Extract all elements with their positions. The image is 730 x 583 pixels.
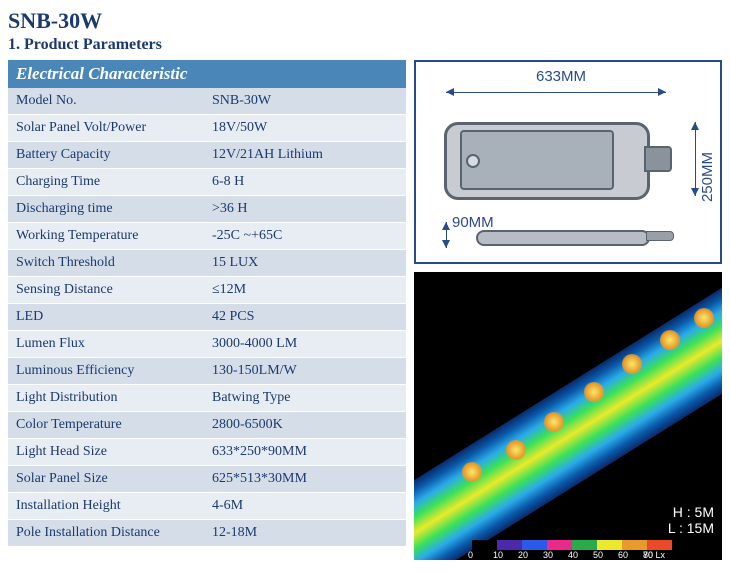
spec-value: 625*513*30MM	[204, 466, 406, 493]
light-spot	[622, 354, 642, 374]
spec-label: Color Temperature	[8, 412, 204, 439]
section-heading: 1. Product Parameters	[8, 36, 722, 54]
dimension-diagram: 633MM 250MM 90MM	[414, 60, 722, 264]
spec-label: LED	[8, 304, 204, 331]
table-row: Battery Capacity12V/21AH Lithium	[8, 142, 406, 169]
dim-height-arrow	[446, 222, 447, 248]
spec-value: 2800-6500K	[204, 412, 406, 439]
spec-label: Light Head Size	[8, 439, 204, 466]
spec-value: ≤12M	[204, 277, 406, 304]
spec-value: SNB-30W	[204, 88, 406, 115]
lamp-mount-arm	[644, 146, 672, 172]
spec-value: >36 H	[204, 196, 406, 223]
spec-label: Charging Time	[8, 169, 204, 196]
spec-label: Installation Height	[8, 493, 204, 520]
table-row: Discharging time>36 H	[8, 196, 406, 223]
spec-label: Lumen Flux	[8, 331, 204, 358]
spec-value: -25C ~+65C	[204, 223, 406, 250]
spec-value: 42 PCS	[204, 304, 406, 331]
dim-width-label: 250MM	[699, 152, 716, 202]
scale-segment: 20	[522, 540, 547, 550]
spec-label: Luminous Efficiency	[8, 358, 204, 385]
table-row: Luminous Efficiency130-150LM/W	[8, 358, 406, 385]
spec-value: 130-150LM/W	[204, 358, 406, 385]
table-row: Sensing Distance≤12M	[8, 277, 406, 304]
dim-length-arrow	[446, 92, 666, 93]
scale-segment: 40	[572, 540, 597, 550]
spec-label: Pole Installation Distance	[8, 520, 204, 547]
lamp-panel	[460, 130, 614, 190]
scale-segment: 7080 Lx	[647, 540, 672, 550]
spec-value: 18V/50W	[204, 115, 406, 142]
table-row: Lumen Flux3000-4000 LM	[8, 331, 406, 358]
graphics-column: 633MM 250MM 90MM H : 5M L : 15M 010	[414, 60, 722, 560]
table-row: Light Head Size633*250*90MM	[8, 439, 406, 466]
scale-segment: 30	[547, 540, 572, 550]
lamp-side-view	[476, 230, 650, 246]
spec-column: Electrical Characteristic Model No.SNB-3…	[8, 60, 406, 560]
spec-value: 633*250*90MM	[204, 439, 406, 466]
spec-label: Model No.	[8, 88, 204, 115]
spec-value: 6-8 H	[204, 169, 406, 196]
lamp-sensor-dot	[466, 154, 480, 168]
spec-label: Switch Threshold	[8, 250, 204, 277]
table-row: Charging Time6-8 H	[8, 169, 406, 196]
scale-segment: 50	[597, 540, 622, 550]
content-row: Electrical Characteristic Model No.SNB-3…	[8, 60, 722, 560]
table-row: Solar Panel Volt/Power18V/50W	[8, 115, 406, 142]
dim-length-label: 633MM	[536, 68, 586, 85]
light-spot	[660, 330, 680, 350]
table-row: Installation Height4-6M	[8, 493, 406, 520]
sim-l-label: L : 15M	[668, 520, 714, 536]
table-row: Color Temperature2800-6500K	[8, 412, 406, 439]
spec-value: 4-6M	[204, 493, 406, 520]
spec-label: Light Distribution	[8, 385, 204, 412]
table-row: Model No.SNB-30W	[8, 88, 406, 115]
table-row: LED42 PCS	[8, 304, 406, 331]
table-row: Working Temperature-25C ~+65C	[8, 223, 406, 250]
spec-value: Batwing Type	[204, 385, 406, 412]
spec-label: Solar Panel Size	[8, 466, 204, 493]
spec-value: 12V/21AH Lithium	[204, 142, 406, 169]
dim-height-label: 90MM	[452, 214, 494, 231]
spec-value: 3000-4000 LM	[204, 331, 406, 358]
table-row: Pole Installation Distance12-18M	[8, 520, 406, 547]
scale-segment: 60	[622, 540, 647, 550]
spec-label: Solar Panel Volt/Power	[8, 115, 204, 142]
table-header: Electrical Characteristic	[8, 60, 406, 88]
table-row: Light DistributionBatwing Type	[8, 385, 406, 412]
dim-width-arrow	[695, 122, 696, 196]
light-simulation: H : 5M L : 15M 01020304050607080 Lx	[414, 272, 722, 560]
spec-label: Working Temperature	[8, 223, 204, 250]
spec-value: 12-18M	[204, 520, 406, 547]
spec-value: 15 LUX	[204, 250, 406, 277]
table-row: Solar Panel Size625*513*30MM	[8, 466, 406, 493]
lux-scale: 01020304050607080 Lx	[472, 540, 672, 556]
light-spot	[506, 440, 526, 460]
spec-label: Battery Capacity	[8, 142, 204, 169]
light-spot	[544, 412, 564, 432]
light-spot	[584, 382, 604, 402]
scale-segment: 0	[472, 540, 497, 550]
spec-label: Discharging time	[8, 196, 204, 223]
lamp-side-arm	[646, 231, 674, 241]
scale-segment: 10	[497, 540, 522, 550]
spec-label: Sensing Distance	[8, 277, 204, 304]
sim-h-label: H : 5M	[673, 504, 714, 520]
light-spot	[694, 308, 714, 328]
product-title: SNB-30W	[8, 8, 722, 34]
spec-table: Model No.SNB-30WSolar Panel Volt/Power18…	[8, 88, 406, 547]
table-row: Switch Threshold15 LUX	[8, 250, 406, 277]
light-spot	[462, 462, 482, 482]
